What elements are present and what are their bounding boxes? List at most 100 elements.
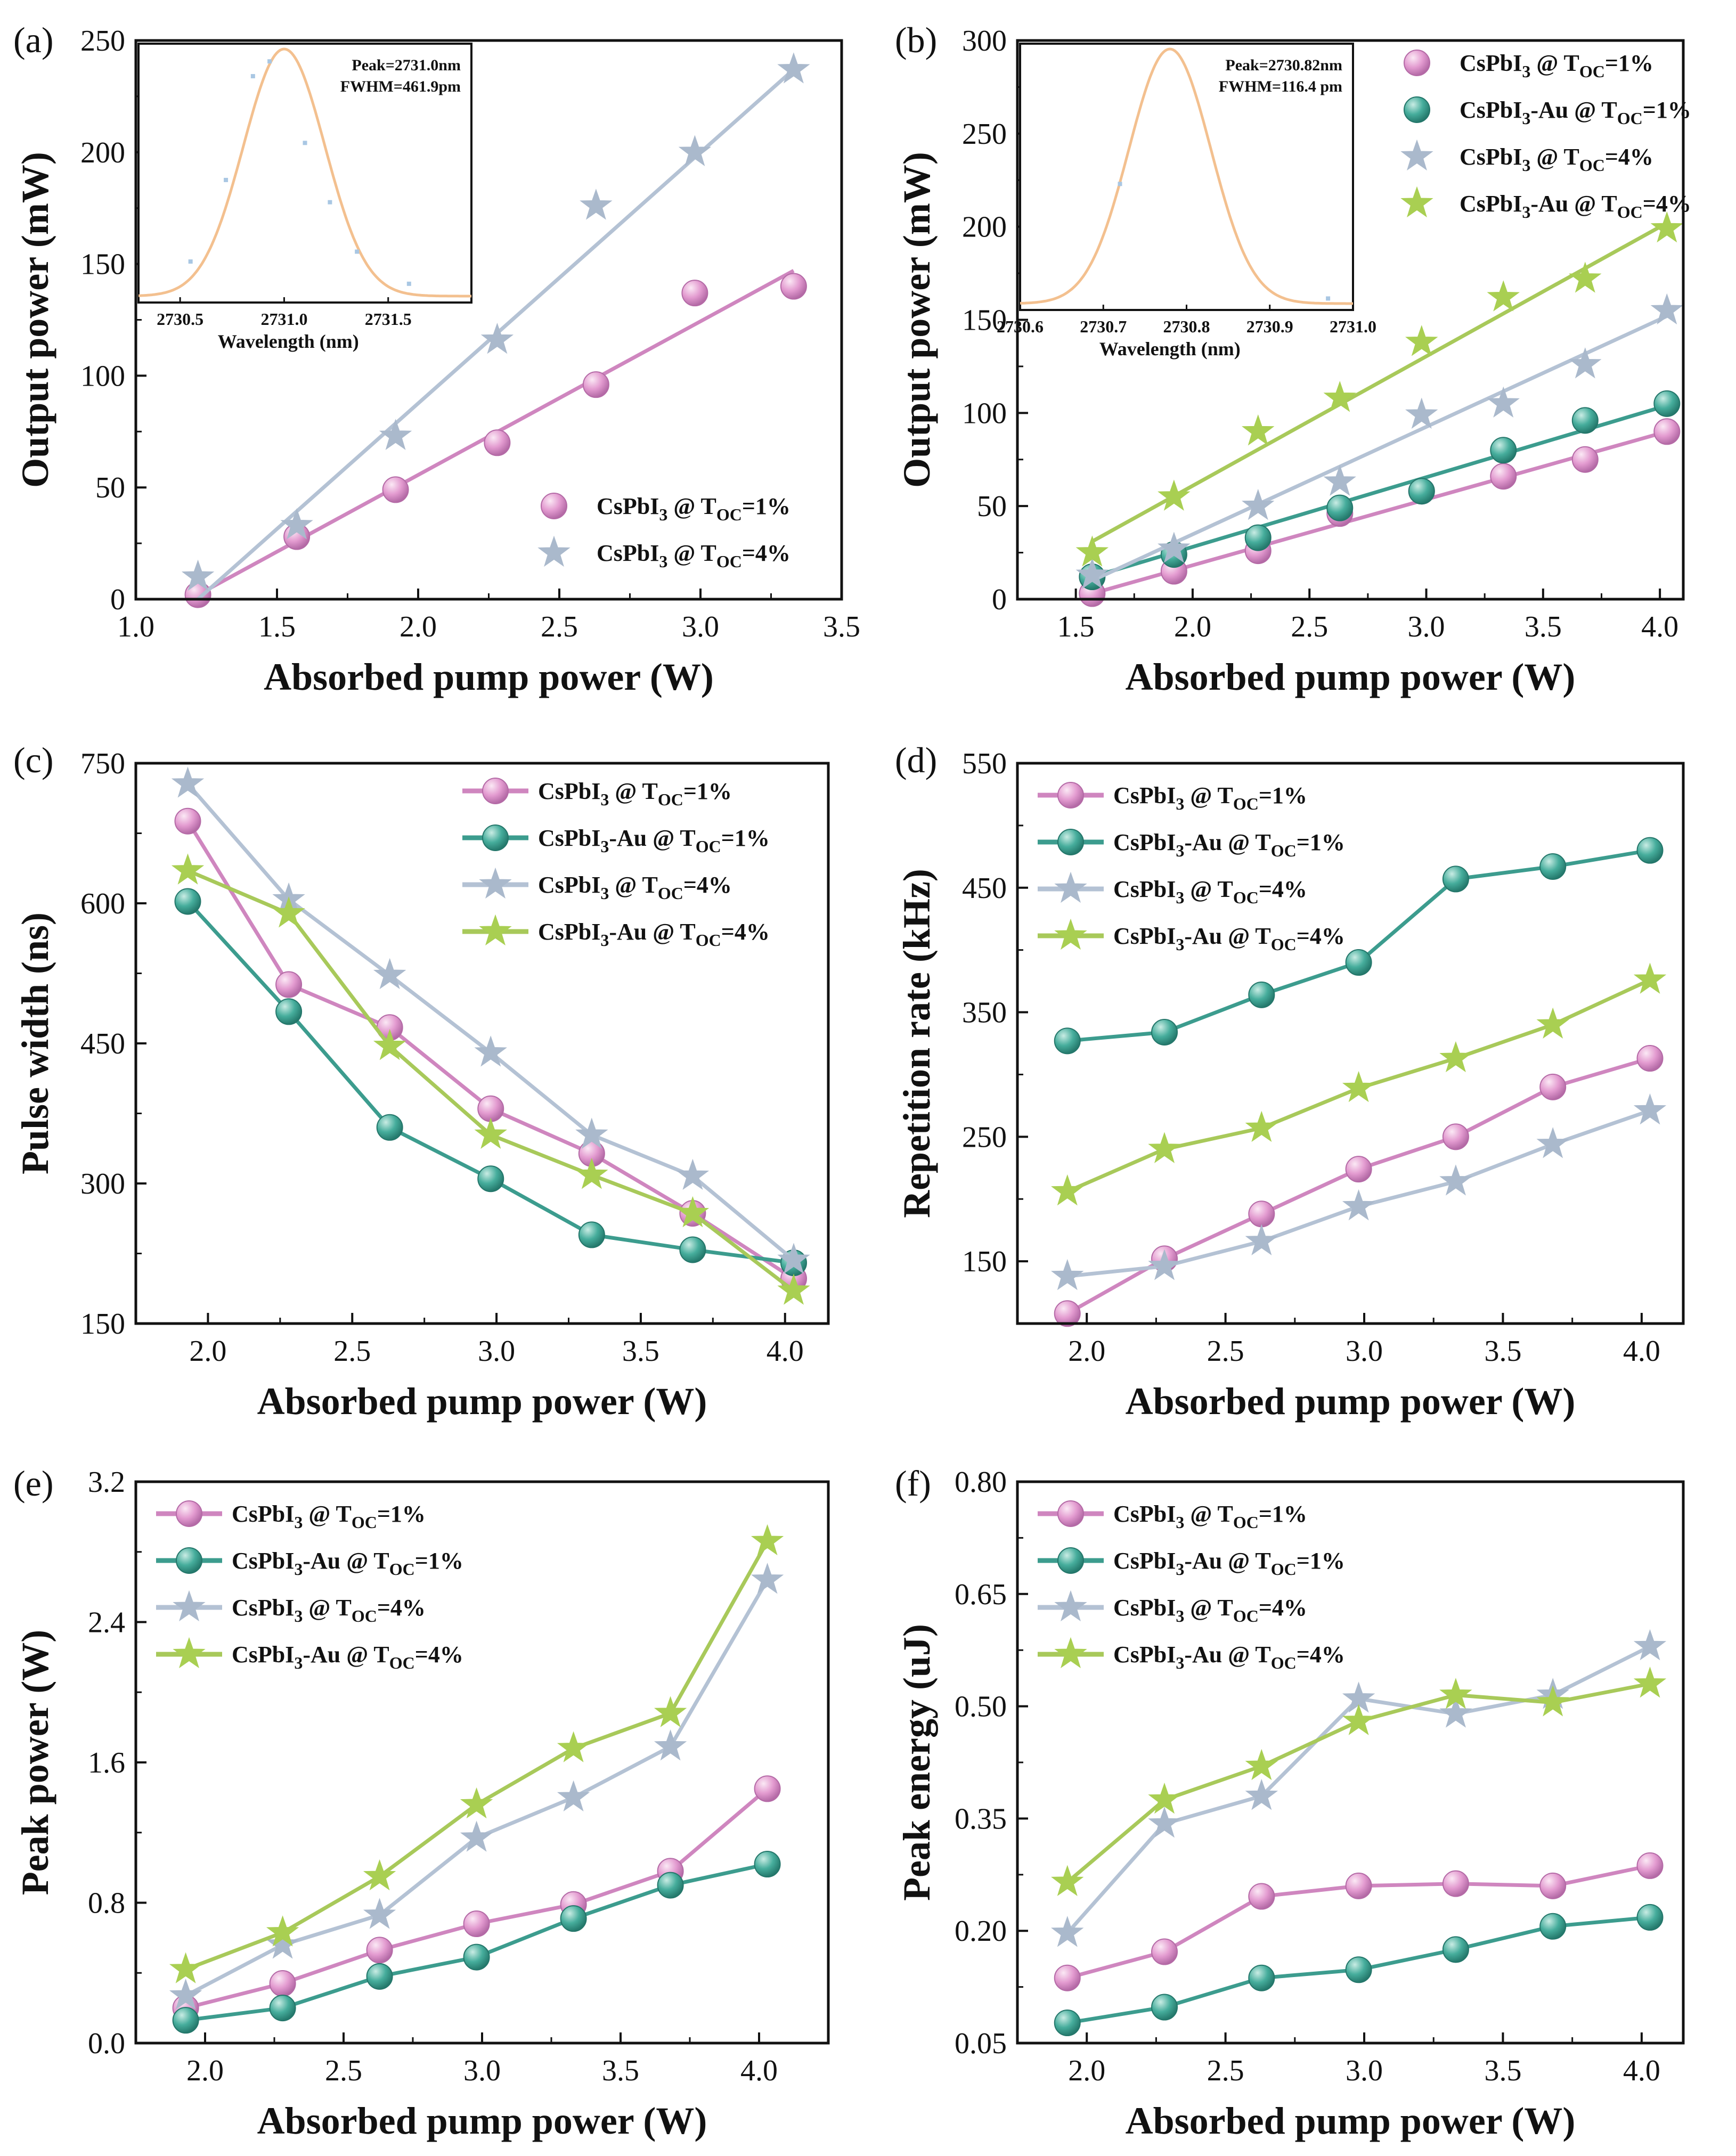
y-tick-label: 0 — [110, 583, 125, 616]
data-point — [373, 1029, 406, 1060]
data-point — [1571, 446, 1599, 473]
data-point — [460, 1787, 493, 1819]
x-axis-label: Absorbed pump power (W) — [257, 1380, 707, 1423]
legend-label: CsPbI3-Au @ TOC=1% — [232, 1548, 463, 1579]
data-point — [269, 1970, 296, 1997]
legend-marker-pink — [541, 493, 567, 519]
data-point — [1571, 407, 1599, 434]
legend-label: CsPbI3 @ TOC=1% — [232, 1501, 426, 1532]
x-tick-label: 3.5 — [1484, 2054, 1521, 2087]
y-tick-label: 1.6 — [88, 1746, 125, 1779]
y-tick-label: 0.35 — [955, 1802, 1007, 1835]
series-green-star — [1051, 962, 1667, 1206]
legend-sample: CsPbI — [1460, 191, 1522, 217]
x-tick-label: 2.0 — [1174, 610, 1211, 643]
legend-at: @ T — [609, 778, 657, 804]
data-point — [780, 273, 807, 300]
legend-sample: CsPbI — [538, 825, 600, 851]
data-point — [484, 429, 511, 456]
inset-frame — [137, 43, 472, 304]
x-tick-label: 2.5 — [325, 2054, 362, 2087]
series-grey-star — [1075, 293, 1683, 589]
panel-label: (d) — [895, 740, 937, 780]
panel-label: (a) — [13, 20, 53, 60]
data-point — [1245, 1110, 1278, 1142]
x-tick-label: 2.0 — [400, 610, 437, 643]
legend-marker-teal — [482, 824, 509, 851]
y-tick-label: 0.50 — [955, 1690, 1007, 1724]
data-point — [1536, 1007, 1569, 1039]
legend-sub-3: 3 — [1176, 841, 1184, 860]
x-axis-label: Absorbed pump power (W) — [1126, 1380, 1576, 1423]
data-point — [1636, 837, 1664, 864]
legend-toc: =4% — [721, 919, 770, 945]
legend-at: -Au @ T — [1184, 1642, 1270, 1668]
legend-sub-oc: OC — [1271, 1653, 1297, 1672]
x-tick-label: 3.5 — [1484, 1335, 1521, 1368]
legend-sub-3: 3 — [600, 884, 609, 903]
legend-at: @ T — [1530, 50, 1579, 76]
x-tick-label: 2.0 — [1068, 2054, 1105, 2087]
y-tick-label: 250 — [962, 118, 1007, 151]
legend-marker-pink — [1404, 50, 1430, 76]
series-pink-sphere — [184, 269, 807, 608]
x-tick-label: 4.0 — [1641, 610, 1678, 643]
data-point — [1323, 381, 1356, 412]
data-point — [366, 1963, 393, 1990]
inset-fwhm-note: FWHM=116.4 pm — [1219, 78, 1342, 95]
data-point — [657, 1872, 684, 1899]
legend-marker-grey — [1054, 1590, 1087, 1622]
inset-gaussian-curve — [138, 47, 471, 298]
series-grey-star — [169, 1563, 784, 2010]
y-tick-label: 350 — [962, 997, 1007, 1030]
x-tick-label: 3.0 — [682, 610, 719, 643]
data-point — [1636, 1045, 1664, 1072]
legend-sample: CsPbI — [538, 919, 600, 945]
inset-tick-label: 2730.8 — [1163, 317, 1210, 336]
data-point — [1148, 1249, 1181, 1280]
legend-sub-3: 3 — [1176, 1513, 1184, 1532]
legend-label: CsPbI3 @ TOC=1% — [1113, 1501, 1307, 1532]
inset-data-point — [328, 200, 332, 205]
legend-label: CsPbI3-Au @ TOC=4% — [538, 919, 770, 950]
data-point — [379, 419, 412, 450]
inset-fwhm-note: FWHM=461.9pm — [340, 78, 461, 95]
data-point — [1151, 1938, 1178, 1965]
data-point — [1075, 558, 1109, 589]
x-tick-label: 3.5 — [823, 610, 860, 643]
y-tick-label: 0.65 — [955, 1578, 1007, 1611]
data-point — [171, 766, 205, 798]
data-point — [174, 888, 201, 915]
inset-data-point — [224, 177, 229, 182]
legend-sub-oc: OC — [1271, 935, 1297, 954]
y-tick-label: 200 — [962, 211, 1007, 244]
y-tick-label: 100 — [962, 397, 1007, 430]
inset-tick-label: 2730.5 — [157, 309, 203, 329]
legend-sample: CsPbI — [232, 1548, 294, 1574]
legend-marker-green — [1400, 186, 1433, 218]
legend-sample: CsPbI — [1113, 1595, 1176, 1621]
legend-sub-3: 3 — [1176, 935, 1184, 954]
legend-sample: CsPbI — [1460, 50, 1522, 76]
data-point — [382, 476, 409, 503]
y-tick-label: 0.20 — [955, 1915, 1007, 1948]
data-point — [275, 998, 303, 1025]
inset-data-point — [1118, 182, 1122, 186]
y-axis-label: Pulse width (ns) — [14, 912, 56, 1174]
data-point — [376, 1114, 403, 1141]
legend-label: CsPbI3-Au @ TOC=1% — [1113, 829, 1345, 860]
legend-marker-green — [173, 1637, 206, 1669]
data-point — [676, 1158, 710, 1190]
data-point — [1075, 535, 1109, 567]
data-point — [578, 1221, 605, 1248]
legend-sub-oc: OC — [1233, 794, 1259, 813]
plot-frame — [1016, 1480, 1685, 2045]
legend-sub-3: 3 — [1522, 109, 1530, 128]
data-point — [463, 1910, 490, 1938]
data-point — [1442, 865, 1469, 893]
data-point — [1148, 1806, 1181, 1838]
y-tick-label: 0.80 — [955, 1466, 1007, 1499]
x-tick-label: 3.5 — [622, 1335, 659, 1368]
legend: CsPbI3 @ TOC=1%CsPbI3 @ TOC=4% — [537, 493, 790, 571]
